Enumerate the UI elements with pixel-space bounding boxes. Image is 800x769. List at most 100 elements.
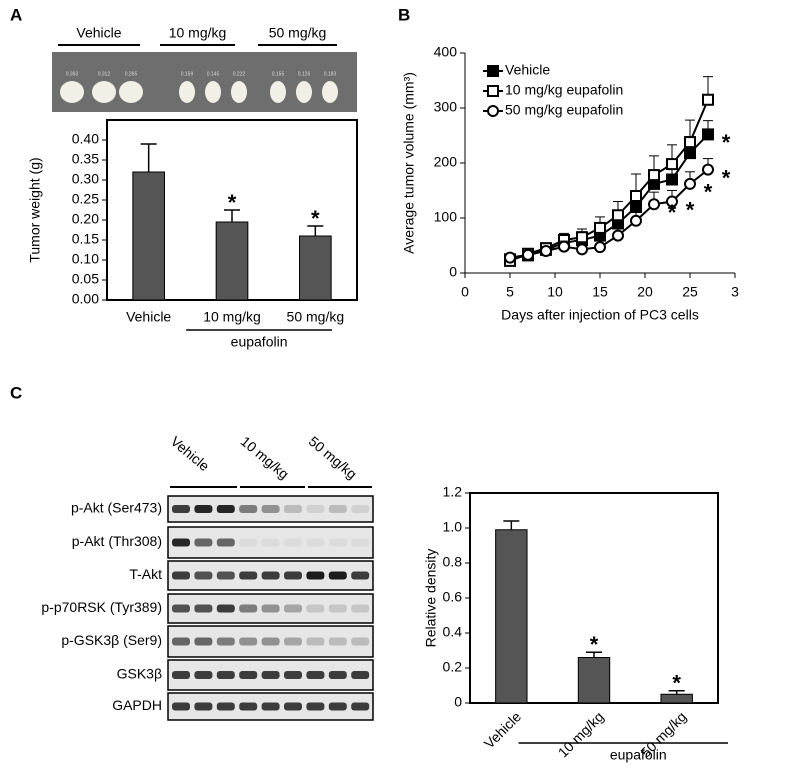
blot-band (216, 505, 235, 513)
tumor (205, 81, 221, 103)
y-tick-label: 0.2 (443, 659, 463, 675)
y-tick-label: 1.0 (443, 519, 463, 535)
blot-band (194, 505, 213, 513)
group-label: eupafolin (231, 334, 288, 350)
legend-label: Vehicle (505, 62, 550, 78)
blot-band (261, 671, 280, 679)
marker (702, 128, 714, 141)
blot-band (216, 538, 235, 547)
y-tick-label: 0.15 (72, 231, 99, 247)
bar (215, 221, 249, 301)
legend-label: 10 mg/kg eupafolin (505, 82, 623, 98)
y-tick-label: 0.35 (72, 151, 99, 167)
annotation: * (668, 200, 677, 225)
tumor-weight: 0.312 (98, 71, 111, 77)
blot-row-label: T-Akt (129, 566, 162, 582)
tumor (322, 81, 338, 103)
blot-band (239, 505, 258, 513)
line (509, 168, 709, 259)
annotation: * (722, 165, 731, 190)
blot-band (351, 637, 370, 646)
blot-band (216, 604, 235, 613)
y-tick-label: 0.10 (72, 251, 99, 267)
x-tick-label: 3 (731, 284, 739, 300)
marker (630, 214, 642, 227)
legend-marker (487, 65, 499, 77)
blot-band (284, 637, 302, 646)
blot-band (284, 671, 302, 679)
blot-band (239, 538, 258, 547)
tumor (119, 81, 143, 103)
y-tick-label: 300 (434, 99, 458, 115)
blot-band (306, 571, 325, 580)
marker (612, 229, 624, 242)
x-tick-label: 15 (592, 284, 608, 300)
y-tick-label: 0 (454, 694, 462, 710)
y-tick-label: 0.00 (72, 291, 99, 307)
blot-band (328, 671, 347, 679)
blot-band (306, 604, 325, 613)
marker (594, 241, 606, 254)
legend-marker (487, 105, 499, 117)
marker (684, 136, 696, 149)
tumor (179, 81, 195, 103)
blot-band (351, 505, 370, 513)
tumor-weight: 0.155 (272, 71, 285, 77)
tumor-weight: 0.222 (233, 71, 246, 77)
tumor-weight: 0.126 (298, 71, 311, 77)
group-label: 10 mg/kg (169, 25, 227, 41)
blot-band (216, 702, 235, 711)
tumor (60, 81, 84, 103)
marker (630, 190, 642, 202)
tumor-photo (52, 52, 357, 112)
y-tick-label: 400 (434, 44, 458, 60)
significance: * (228, 190, 237, 215)
panel-letter: A (10, 5, 22, 24)
blot-band (306, 702, 325, 711)
blot-band (239, 671, 258, 679)
blot-band (194, 637, 213, 646)
marker (684, 177, 696, 190)
annotation: * (722, 130, 731, 155)
blot-band (351, 702, 370, 711)
x-tick-label: Vehicle (481, 708, 524, 751)
lane-label: 50 mg/kg (306, 433, 360, 482)
significance: * (672, 671, 681, 696)
marker (702, 93, 714, 106)
x-axis-label: Days after injection of PC3 cells (501, 307, 699, 323)
y-tick-label: 0.4 (443, 624, 463, 640)
marker (558, 240, 570, 253)
y-axis-label: Tumor weight (g) (27, 157, 43, 262)
tumor-weight: 0.265 (125, 71, 138, 77)
marker (504, 251, 516, 264)
blot-band (216, 671, 235, 679)
marker (666, 195, 678, 208)
group-label: Vehicle (76, 25, 121, 41)
y-tick-label: 0.20 (72, 211, 99, 227)
blot-band (239, 637, 258, 646)
x-tick-label: 10 mg/kg (203, 309, 261, 325)
marker (648, 198, 660, 211)
bar (132, 171, 165, 301)
y-axis-label: Average tumor volume (mm³) (401, 72, 417, 254)
blot-band (261, 702, 280, 711)
bar (660, 693, 693, 704)
panel-letter: B (398, 5, 410, 24)
x-tick-label: 10 (547, 284, 563, 300)
blot-band (328, 505, 347, 513)
x-tick-label: 20 (637, 284, 653, 300)
blot-band (172, 702, 190, 711)
x-tick-label: 0 (461, 284, 469, 300)
panel-letter: C (10, 383, 22, 402)
annotation: * (704, 180, 713, 205)
blot-band (284, 538, 302, 547)
blot-band (194, 571, 213, 580)
blot-band (306, 671, 325, 679)
blot-band (261, 571, 280, 580)
bar (299, 235, 332, 301)
legend-label: 50 mg/kg eupafolin (505, 102, 623, 118)
blot-band (328, 637, 347, 646)
marker (666, 158, 678, 171)
y-tick-label: 0.40 (72, 131, 99, 147)
